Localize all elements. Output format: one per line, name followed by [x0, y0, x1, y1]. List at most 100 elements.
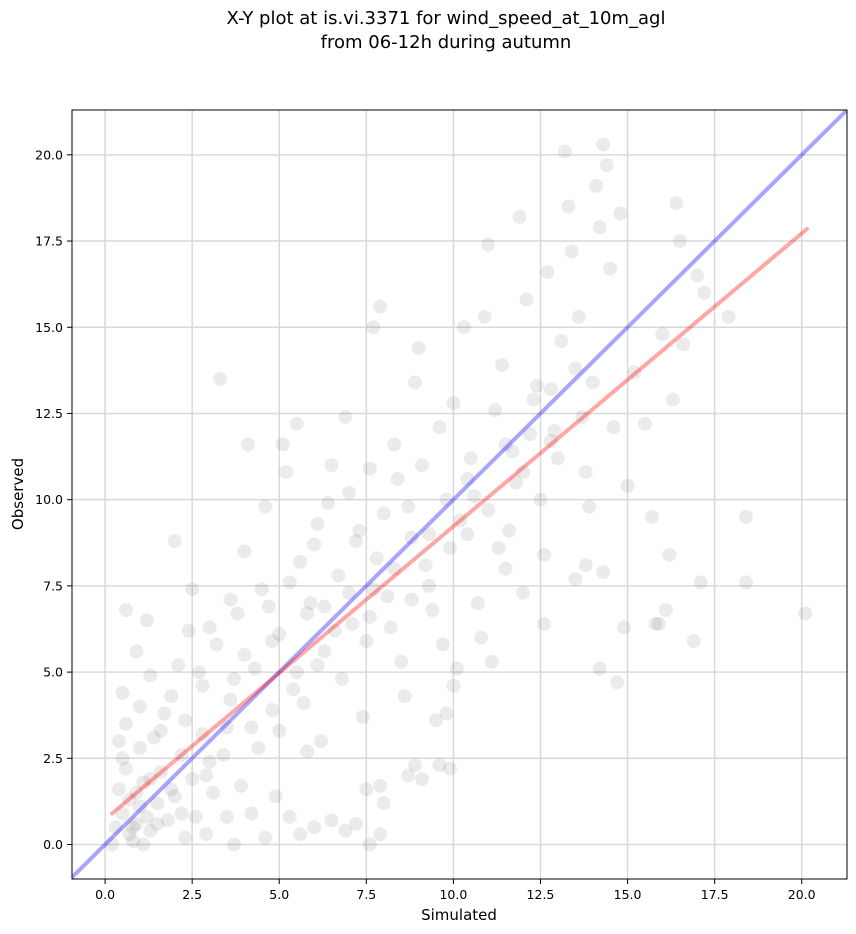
data-point [366, 320, 381, 335]
data-point [435, 637, 450, 652]
data-point [516, 465, 531, 480]
data-point [373, 827, 388, 842]
data-point [481, 503, 496, 518]
data-point [289, 416, 304, 431]
data-point [397, 689, 412, 704]
data-point [125, 820, 140, 835]
data-point [491, 540, 506, 555]
data-point [536, 547, 551, 562]
data-point [132, 740, 147, 755]
data-point [362, 461, 377, 476]
data-point [460, 471, 475, 486]
data-point [122, 792, 137, 807]
data-point [314, 734, 329, 749]
data-point [369, 551, 384, 566]
data-point [460, 527, 475, 542]
data-point [627, 365, 642, 380]
data-point [519, 292, 534, 307]
data-point [362, 837, 377, 852]
data-point [568, 571, 583, 586]
data-point [693, 575, 708, 590]
data-point [533, 492, 548, 507]
data-point [307, 820, 322, 835]
data-point [341, 485, 356, 500]
data-point [540, 265, 555, 280]
data-point [637, 416, 652, 431]
data-point [251, 740, 266, 755]
data-point [449, 661, 464, 676]
data-point [272, 627, 287, 642]
grid [72, 110, 847, 879]
data-point [136, 837, 151, 852]
data-point [526, 392, 541, 407]
y-tick-label: 20.0 [35, 147, 63, 162]
data-point [258, 499, 273, 514]
data-point [307, 537, 322, 552]
x-axis-label: Simulated [421, 906, 497, 924]
data-point [655, 327, 670, 342]
data-point [338, 409, 353, 424]
data-point [178, 713, 193, 728]
data-point [213, 371, 228, 386]
data-point [536, 616, 551, 631]
data-point [383, 620, 398, 635]
data-point [662, 547, 677, 562]
data-point [254, 582, 269, 597]
data-point [216, 747, 231, 762]
data-point [289, 665, 304, 680]
data-point [202, 620, 217, 635]
data-point [502, 523, 517, 538]
data-point [132, 799, 147, 814]
data-point [589, 178, 604, 193]
data-point [153, 765, 168, 780]
data-point [220, 809, 234, 824]
x-tick-label: 10.0 [439, 887, 467, 902]
x-tick-label: 15.0 [614, 887, 642, 902]
scatter-points [105, 137, 813, 852]
data-point [265, 703, 280, 718]
data-point [206, 785, 221, 800]
data-point [317, 644, 332, 659]
data-point [561, 199, 576, 214]
data-point [300, 606, 315, 621]
data-point [474, 630, 489, 645]
data-point [178, 830, 193, 845]
data-point [341, 585, 356, 600]
data-point [258, 830, 273, 845]
data-point [606, 420, 621, 435]
data-point [404, 530, 419, 545]
data-point [209, 637, 224, 652]
data-point [495, 358, 510, 373]
data-point [415, 771, 430, 786]
data-point [150, 816, 165, 831]
data-point [404, 592, 419, 607]
data-point [167, 789, 182, 804]
data-point [226, 837, 241, 852]
data-point [164, 782, 179, 797]
data-point [310, 658, 325, 673]
data-point [359, 634, 374, 649]
data-point [442, 540, 457, 555]
data-point [310, 516, 325, 531]
data-point [390, 471, 405, 486]
data-point [578, 558, 593, 573]
data-point [293, 827, 308, 842]
data-point [387, 561, 402, 576]
data-point [512, 209, 527, 224]
data-point [324, 813, 339, 828]
x-tick-label: 12.5 [527, 887, 555, 902]
data-point [798, 606, 813, 621]
data-point [237, 544, 252, 559]
data-point [359, 782, 374, 797]
data-point [105, 837, 120, 852]
data-point [411, 340, 426, 355]
data-point [658, 603, 673, 618]
data-point [376, 796, 391, 811]
data-point [373, 299, 388, 314]
data-point [345, 616, 360, 631]
data-point [164, 689, 179, 704]
data-point [129, 644, 144, 659]
data-point [282, 809, 297, 824]
data-point [195, 727, 210, 742]
